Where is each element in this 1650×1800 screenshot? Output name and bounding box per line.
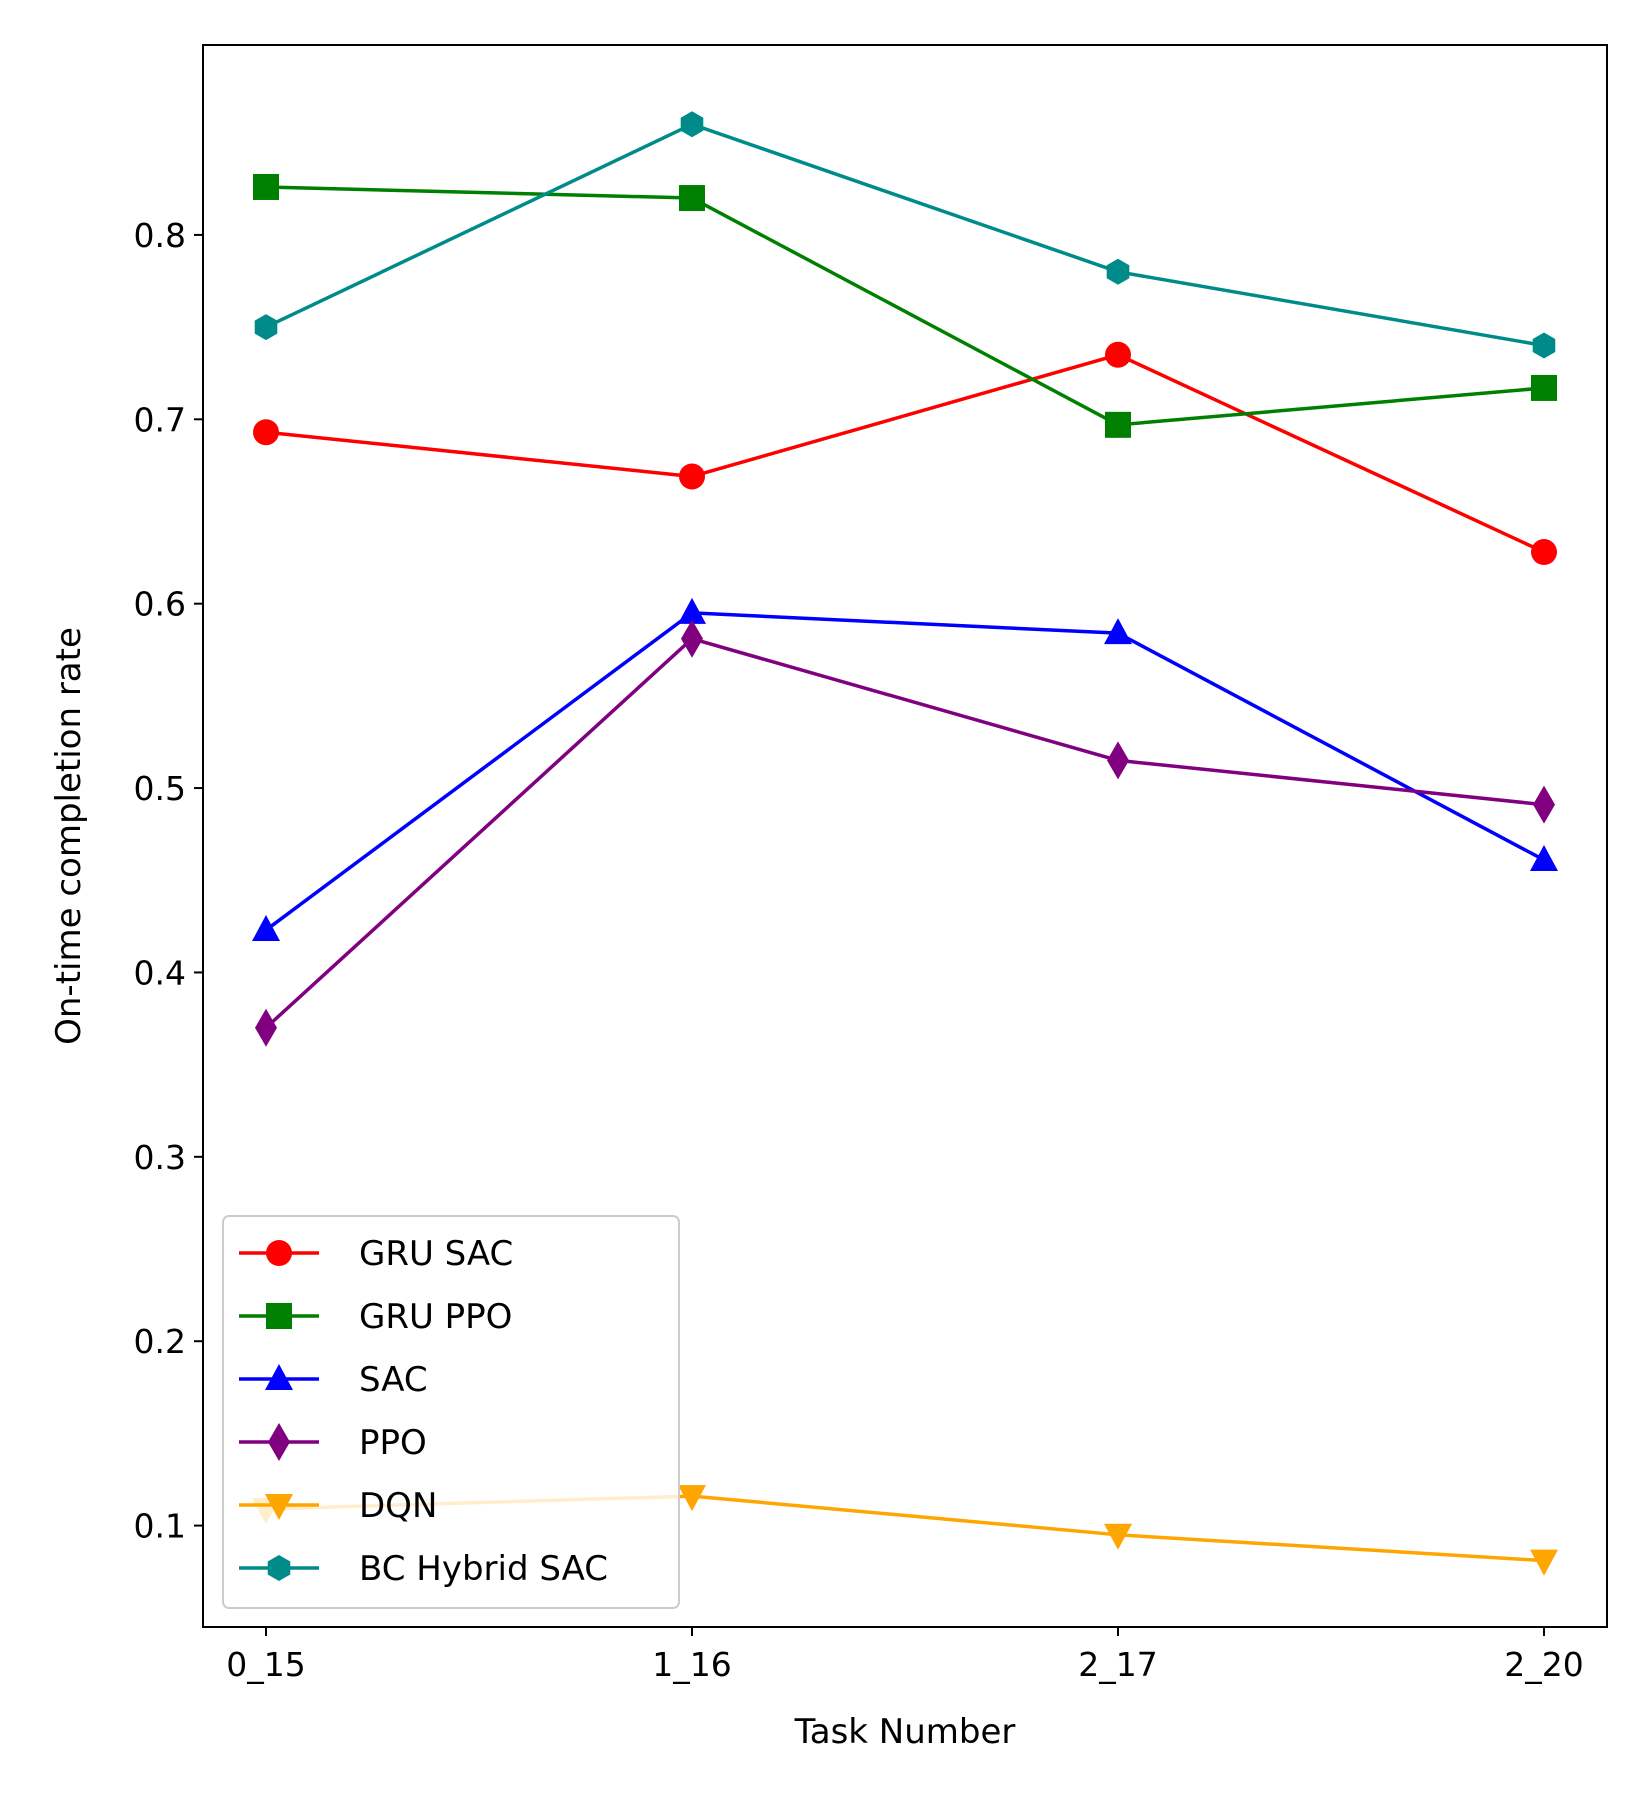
y-tick-label: 0.1 — [134, 1507, 186, 1546]
legend-label: BC Hybrid SAC — [359, 1549, 608, 1589]
x-tick-label: 0_15 — [226, 1645, 306, 1684]
legend: GRU SAC GRU PPO SAC PPO DQN BC Hybrid SAC — [222, 1215, 680, 1609]
y-tick-label: 0.6 — [134, 585, 186, 624]
data-point — [1105, 411, 1131, 438]
series-line — [265, 185, 1545, 427]
data-point — [1104, 1523, 1132, 1550]
data-point — [680, 111, 704, 138]
data-point — [679, 463, 705, 490]
data-point — [678, 1485, 706, 1512]
legend-item: BC Hybrid SAC — [239, 1549, 608, 1589]
series-bc-hybrid-sac — [254, 111, 1556, 359]
legend-marker — [265, 1364, 293, 1390]
series-ppo — [255, 619, 1555, 1047]
series-gru-sac — [253, 341, 1557, 566]
series-sac — [252, 597, 1558, 942]
legend-item: DQN — [239, 1486, 437, 1526]
series-line — [264, 636, 1545, 1030]
plot-frame — [202, 44, 1608, 1628]
x-tick-label: 2_17 — [1078, 1645, 1158, 1684]
data-point — [1104, 618, 1132, 645]
x-axis-label: Task Number — [794, 1712, 1016, 1752]
legend-label: SAC — [359, 1360, 428, 1400]
data-point — [1533, 785, 1555, 824]
x-tick-label: 2_20 — [1504, 1645, 1584, 1684]
legend-marker — [265, 1494, 293, 1520]
series-line — [264, 611, 1545, 932]
data-point — [252, 915, 280, 942]
data-point — [1530, 1549, 1558, 1576]
legend-item: GRU SAC — [239, 1234, 513, 1274]
legend-item: GRU PPO — [239, 1297, 512, 1337]
data-point — [679, 185, 705, 212]
x-axis: 0_15 1_16 2_17 2_20 — [226, 1627, 1584, 1684]
data-point — [681, 619, 703, 658]
legend-marker — [266, 1240, 292, 1266]
legend-box — [222, 1215, 680, 1609]
legend-label: PPO — [359, 1423, 427, 1463]
legend-marker — [268, 1423, 290, 1461]
legend-marker — [267, 1555, 291, 1581]
series-gru-ppo — [253, 173, 1557, 438]
x-tick-label: 1_16 — [652, 1645, 732, 1684]
y-tick-label: 0.2 — [134, 1322, 186, 1361]
data-point — [1532, 332, 1556, 359]
y-tick-label: 0.3 — [134, 1138, 186, 1177]
data-point — [255, 1008, 277, 1047]
legend-label: GRU SAC — [359, 1234, 513, 1274]
data-point — [1531, 374, 1557, 401]
legend-label: GRU PPO — [359, 1297, 512, 1337]
series-line — [265, 122, 1545, 348]
legend-label: DQN — [359, 1486, 437, 1526]
y-tick-label: 0.7 — [134, 400, 186, 439]
y-tick-label: 0.5 — [134, 769, 186, 808]
y-axis-label: On-time completion rate — [49, 627, 89, 1045]
data-point — [1107, 741, 1129, 780]
data-point — [253, 419, 279, 446]
legend-item: PPO — [239, 1423, 427, 1463]
data-point — [1106, 258, 1130, 285]
y-tick-label: 0.8 — [134, 216, 186, 255]
y-axis: 0.1 0.2 0.3 0.4 0.5 0.6 0.7 0.8 — [134, 216, 203, 1546]
data-point — [254, 314, 278, 341]
legend-item: SAC — [239, 1360, 428, 1400]
legend-marker — [266, 1303, 292, 1329]
data-point — [1531, 539, 1557, 566]
data-point — [253, 173, 279, 200]
y-tick-label: 0.4 — [134, 953, 186, 992]
data-point — [678, 597, 706, 624]
data-point — [1105, 341, 1131, 368]
series-line — [265, 353, 1545, 554]
data-point — [1530, 844, 1558, 871]
